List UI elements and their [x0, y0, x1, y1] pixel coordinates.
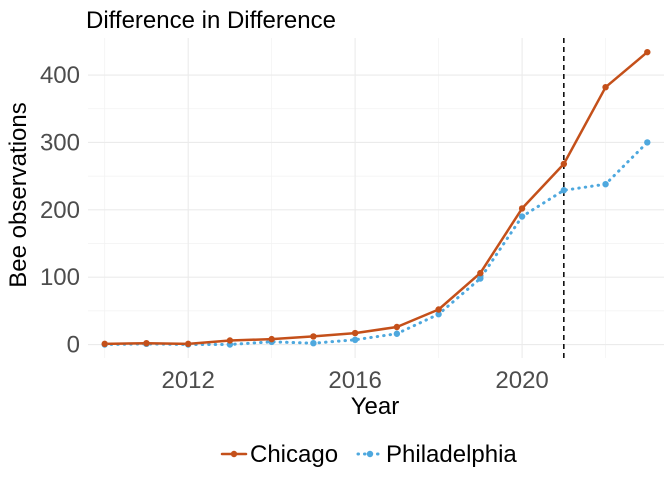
x-tick-label: 2020 — [495, 367, 548, 394]
legend-label-1: Philadelphia — [386, 441, 517, 468]
y-axis-title: Bee observations — [5, 102, 32, 287]
data-point-0 — [435, 306, 442, 313]
legend-key-point-0 — [230, 450, 238, 458]
data-point-0 — [184, 340, 192, 348]
y-tick-label: 200 — [40, 197, 80, 224]
legend: Chicago Philadelphia — [220, 441, 517, 468]
data-point-0 — [393, 323, 401, 331]
data-point-0 — [226, 337, 234, 344]
data-point-1 — [435, 311, 442, 318]
data-point-0 — [310, 333, 317, 340]
legend-key-point-1 — [366, 450, 374, 458]
y-axis-tick-labels: 0 100 200 300 400 — [40, 62, 80, 358]
y-tick-label: 100 — [40, 264, 80, 291]
data-point-1 — [644, 139, 651, 146]
data-point-1 — [351, 336, 359, 344]
x-tick-label: 2016 — [328, 367, 381, 394]
data-point-1 — [477, 275, 484, 282]
legend-label-0: Chicago — [250, 441, 338, 468]
x-axis-title: Year — [351, 393, 400, 420]
data-point-1 — [560, 187, 568, 194]
data-point-0 — [602, 83, 609, 91]
major-gridlines — [88, 38, 664, 358]
y-tick-label: 400 — [40, 62, 80, 89]
data-point-0 — [477, 269, 484, 277]
y-tick-label: 300 — [40, 129, 80, 156]
data-point-0 — [560, 160, 568, 168]
data-point-0 — [101, 340, 108, 348]
data-point-1 — [602, 180, 609, 188]
series-points — [101, 48, 651, 348]
data-point-1 — [310, 339, 317, 347]
series-line-0 — [103, 50, 649, 346]
data-point-0 — [268, 335, 275, 343]
data-point-1 — [518, 213, 526, 220]
x-axis-tick-labels: 2012 2016 2020 — [161, 367, 548, 394]
data-point-1 — [393, 330, 401, 337]
x-tick-label: 2012 — [161, 367, 214, 394]
y-tick-label: 0 — [67, 332, 80, 359]
data-point-0 — [351, 329, 359, 337]
data-point-0 — [518, 205, 526, 212]
data-point-0 — [644, 48, 651, 56]
chart-title: Difference in Difference — [86, 7, 336, 34]
minor-gridlines — [88, 38, 664, 358]
series-lines — [103, 50, 649, 346]
data-point-0 — [143, 339, 150, 347]
